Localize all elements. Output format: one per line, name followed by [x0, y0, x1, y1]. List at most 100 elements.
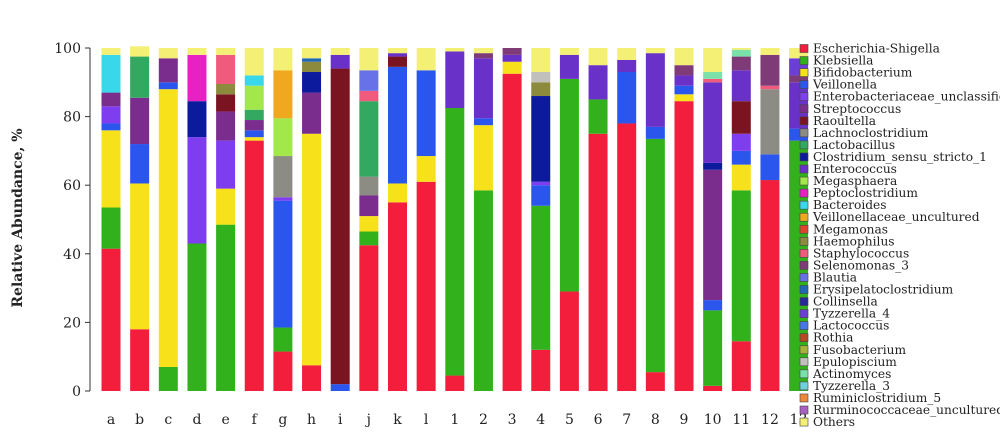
bar-segment [359, 245, 379, 391]
bar-segment [330, 48, 350, 55]
bar-segment [731, 190, 751, 342]
bar-stack-j [359, 48, 379, 391]
bar-segment [216, 94, 236, 112]
bar-segment [617, 123, 637, 392]
bar-segment [645, 126, 665, 139]
bar-stack-a [101, 48, 121, 391]
bar-segment [359, 195, 379, 217]
bar-segment [703, 78, 723, 83]
x-tick-label: 5 [565, 412, 574, 428]
legend-label: Lactococcus [813, 319, 889, 333]
bar-segment [216, 188, 236, 225]
legend-swatch [799, 249, 809, 258]
x-tick-label: g [278, 412, 287, 428]
bar-segment [330, 54, 350, 69]
legend-item: Rothia [799, 331, 853, 345]
legend-swatch [799, 381, 809, 391]
y-axis: 0 20 40 60 80 100 [54, 41, 91, 400]
bar-stack-8 [645, 48, 665, 391]
bar-segment [731, 48, 751, 50]
legend-label: Rothia [813, 331, 853, 345]
legend-item: Klebsiella [799, 54, 873, 68]
bar-segment [502, 61, 522, 74]
bar-segment [531, 205, 551, 350]
bar-segment [531, 349, 551, 391]
legend-swatch [799, 104, 809, 114]
bar-segment [273, 156, 293, 198]
bar-segment [445, 48, 465, 52]
legend-item: Staphylococcus [799, 246, 909, 260]
y-tick-label: 40 [63, 247, 81, 263]
legend-item: Peptoclostridium [799, 186, 918, 200]
bar-segment [359, 101, 379, 177]
bar-segment [359, 90, 379, 102]
bar-segment [416, 48, 436, 71]
bar-segment [760, 48, 780, 55]
bar-segment [703, 310, 723, 386]
bar-segment [473, 53, 493, 59]
legend-label: Lachnoclostridium [813, 126, 929, 140]
bar-segment [187, 243, 207, 391]
legend-swatch [799, 237, 809, 246]
y-tick-label: 20 [63, 315, 81, 331]
legend-label: Enterococcus [813, 162, 897, 176]
legend-item: Megasphaera [799, 174, 897, 188]
bar-segment [101, 54, 121, 93]
bar-segment [187, 48, 207, 55]
bar-segment [302, 92, 322, 134]
x-tick-label: 6 [594, 412, 603, 428]
bar-segment [244, 120, 264, 131]
bar-segment [588, 133, 608, 391]
bar-segment [244, 137, 264, 141]
legend-label: Epulopiscium [813, 355, 897, 369]
bar-stack-h [302, 48, 322, 391]
bar-segment [559, 48, 579, 55]
bar-segment [674, 101, 694, 391]
bar-segment [445, 108, 465, 376]
bar-segment [273, 351, 293, 391]
bar-segment [473, 48, 493, 54]
legend-label: Megasphaera [813, 174, 897, 188]
legend-item: Actinomyces [799, 367, 891, 381]
legend-item: Others [799, 415, 855, 429]
bar-segment [101, 92, 121, 107]
legend-label: Bifidobacterium [813, 66, 913, 80]
bar-segment [273, 327, 293, 352]
bar-segment [130, 144, 150, 184]
legend-swatch [799, 224, 809, 234]
x-tick-label: e [221, 412, 229, 428]
bar-segment [473, 190, 493, 391]
legend-swatch [799, 188, 809, 198]
bar-segment [187, 101, 207, 138]
legend-swatch [799, 128, 809, 138]
bar-segment [101, 130, 121, 208]
bar-segment [302, 72, 322, 93]
legend-swatch [799, 333, 809, 343]
legend-item: Clostridium_sensu_stricto_1 [799, 150, 987, 164]
legend-swatch [799, 357, 809, 367]
x-tick-label: d [192, 412, 201, 428]
legend-label: Enterobacteriaceae_unclassified [813, 90, 1000, 104]
legend-swatch [799, 393, 809, 403]
x-tick-label: j [365, 412, 371, 428]
bar-segment [273, 118, 293, 157]
bar-segment [187, 54, 207, 102]
legend-item: Collinsella [799, 295, 878, 309]
bar-segment [473, 125, 493, 191]
bar-stack-2 [473, 48, 493, 391]
bar-segment [531, 72, 551, 83]
bar-stack-12 [760, 48, 780, 391]
bar-segment [588, 99, 608, 134]
bar-segment [731, 150, 751, 165]
bar-stack-c [158, 48, 178, 391]
legend-item: Lactococcus [799, 319, 889, 333]
bar-stack-i [330, 48, 350, 391]
legend-swatch [799, 285, 809, 294]
bar-segment [130, 97, 150, 145]
bar-segment [216, 84, 236, 95]
bar-segment [130, 329, 150, 391]
bar-segment [158, 89, 178, 367]
legend-label: Rurminococcaceae_uncultured [813, 403, 1000, 417]
bar-stack-11 [731, 48, 751, 391]
